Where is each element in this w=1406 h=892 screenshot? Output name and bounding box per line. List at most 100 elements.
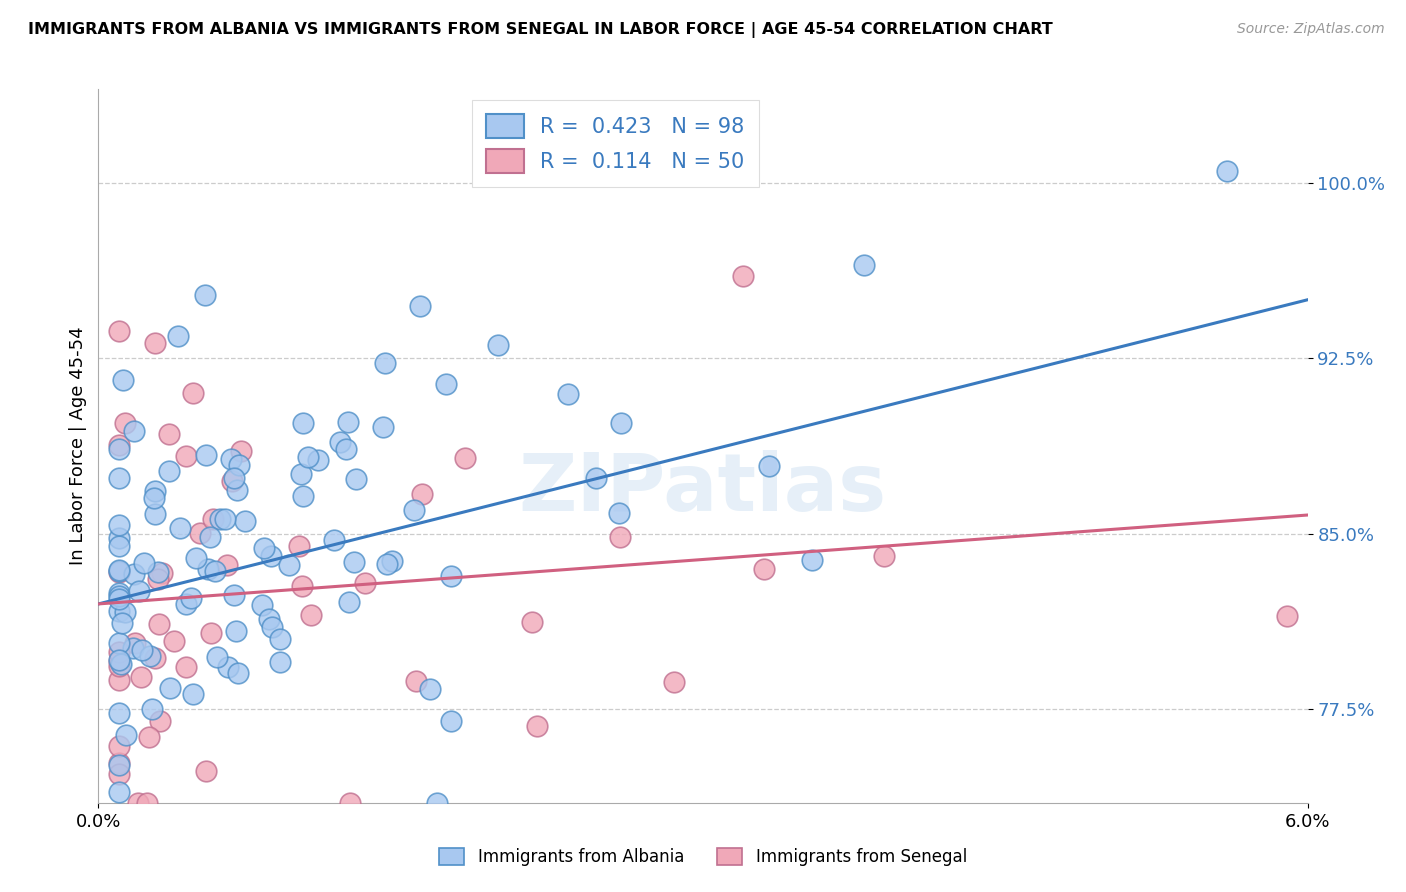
Point <box>107 673 129 688</box>
Point <box>800 553 823 567</box>
Point <box>110 616 132 631</box>
Point <box>143 491 166 506</box>
Point <box>184 551 207 566</box>
Point <box>107 539 129 553</box>
Point <box>277 558 299 572</box>
Point <box>169 521 191 535</box>
Point <box>107 325 129 339</box>
Point <box>129 670 152 684</box>
Point <box>225 624 247 639</box>
Point <box>343 555 366 569</box>
Point <box>139 648 162 663</box>
Point <box>373 419 395 434</box>
Point <box>260 620 283 634</box>
Point <box>250 598 273 612</box>
Point <box>107 758 129 772</box>
Point <box>752 561 775 575</box>
Point <box>157 464 180 478</box>
Point <box>107 589 129 603</box>
Point <box>107 604 129 618</box>
Point <box>221 475 243 489</box>
Point <box>297 450 319 465</box>
Point <box>224 471 246 485</box>
Point <box>299 607 322 622</box>
Point <box>114 417 136 431</box>
Point <box>270 655 292 669</box>
Point <box>426 796 449 810</box>
Point <box>107 785 129 799</box>
Point <box>181 386 204 401</box>
Point <box>107 635 129 649</box>
Point <box>585 471 607 485</box>
Point <box>107 592 129 607</box>
Text: Source: ZipAtlas.com: Source: ZipAtlas.com <box>1237 22 1385 37</box>
Point <box>307 453 329 467</box>
Point <box>143 507 166 521</box>
Point <box>114 606 136 620</box>
Point <box>107 767 129 781</box>
Point <box>145 483 167 498</box>
Point <box>259 549 281 563</box>
Point <box>107 586 129 600</box>
Point <box>228 458 250 472</box>
Point <box>188 525 211 540</box>
Point <box>132 556 155 570</box>
Point <box>269 632 291 647</box>
Point <box>221 452 243 467</box>
Point <box>107 438 129 452</box>
Point <box>733 269 755 284</box>
Point <box>110 657 132 672</box>
Point <box>124 635 146 649</box>
Point <box>233 514 256 528</box>
Point <box>434 377 457 392</box>
Point <box>148 565 170 579</box>
Point <box>222 588 245 602</box>
Point <box>607 506 630 520</box>
Point <box>662 675 685 690</box>
Point <box>148 616 170 631</box>
Point <box>405 674 427 689</box>
Point <box>287 539 309 553</box>
Point <box>205 649 228 664</box>
Point <box>127 796 149 810</box>
Point <box>107 653 129 667</box>
Point <box>609 416 631 430</box>
Point <box>291 579 314 593</box>
Point <box>486 338 509 352</box>
Point <box>163 634 186 648</box>
Point <box>107 654 129 668</box>
Point <box>226 665 249 680</box>
Point <box>225 483 247 497</box>
Point <box>148 714 170 729</box>
Point <box>174 660 197 674</box>
Text: ZIPatlas: ZIPatlas <box>519 450 887 528</box>
Point <box>344 472 367 486</box>
Point <box>138 730 160 744</box>
Point <box>409 299 432 313</box>
Point <box>146 572 169 586</box>
Point <box>454 450 477 465</box>
Point <box>180 591 202 605</box>
Point <box>107 644 129 658</box>
Point <box>167 328 190 343</box>
Point <box>152 566 174 581</box>
Point <box>209 511 232 525</box>
Point <box>252 541 274 555</box>
Point <box>440 569 463 583</box>
Point <box>339 796 361 810</box>
Point <box>107 442 129 456</box>
Point <box>194 288 217 302</box>
Point <box>609 530 631 544</box>
Point <box>411 487 433 501</box>
Point <box>374 356 396 370</box>
Point <box>215 558 238 572</box>
Point <box>329 435 352 450</box>
Point <box>107 566 129 580</box>
Point <box>229 444 252 458</box>
Point <box>128 584 150 599</box>
Point <box>194 764 217 778</box>
Point <box>526 718 548 732</box>
Point <box>197 562 219 576</box>
Point <box>419 681 441 696</box>
Point <box>323 533 346 548</box>
